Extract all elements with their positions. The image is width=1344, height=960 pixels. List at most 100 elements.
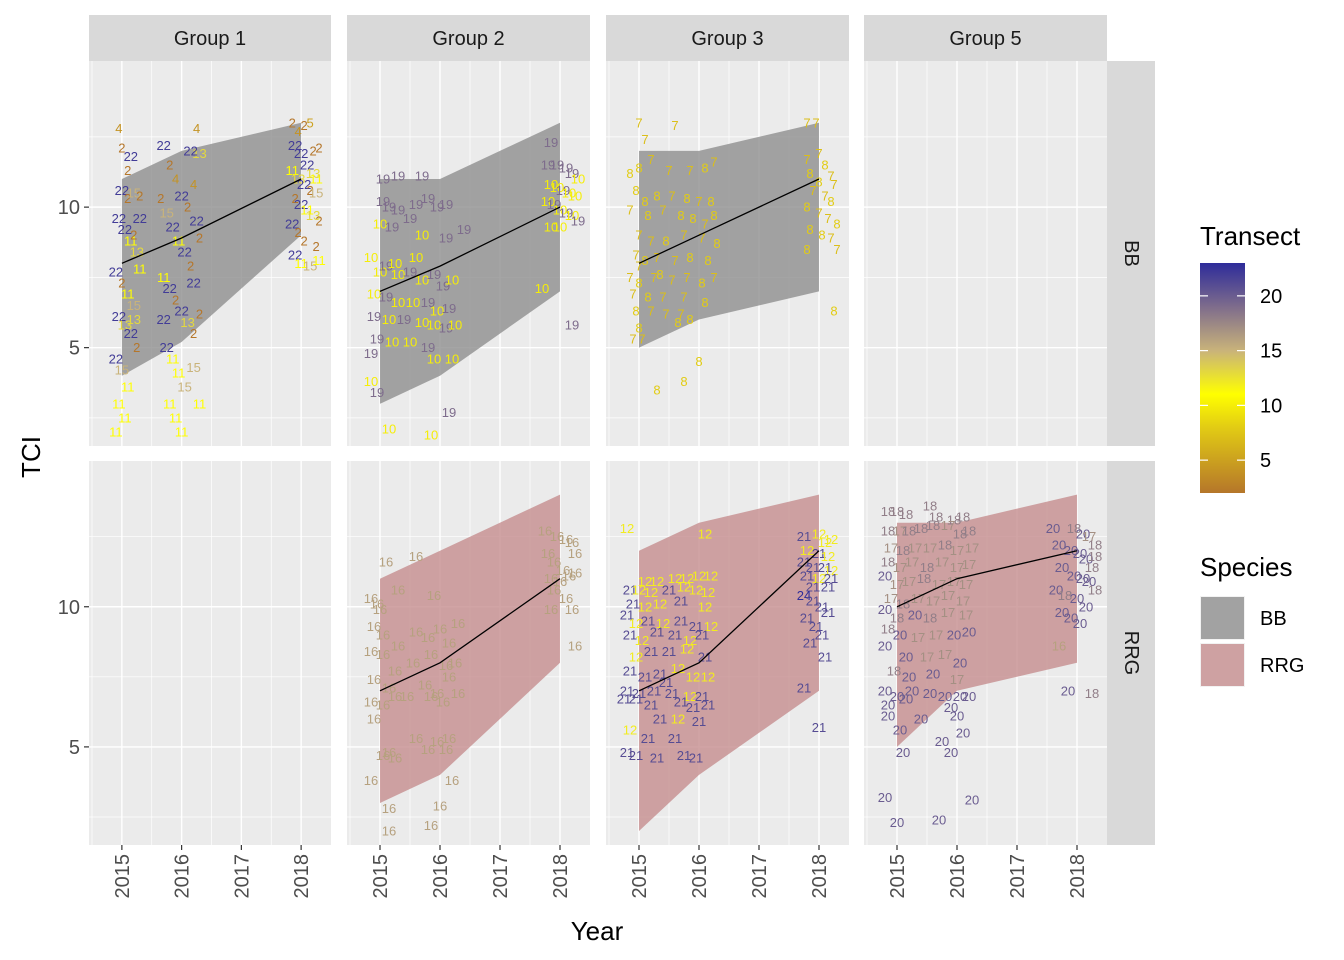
point-label: 10: [427, 351, 441, 366]
point-label: 19: [370, 332, 384, 347]
point-label: 16: [382, 801, 396, 816]
point-label: 10: [364, 374, 378, 389]
point-label: 2: [315, 214, 322, 229]
point-label: 7: [641, 132, 648, 147]
point-label: 7: [647, 233, 654, 248]
point-label: 17: [932, 577, 946, 592]
point-label: 8: [689, 211, 696, 226]
point-label: 2: [136, 188, 143, 203]
point-label: 16: [364, 591, 378, 606]
point-label: 2: [184, 200, 191, 215]
point-label: 18: [896, 543, 910, 558]
point-label: 4: [193, 121, 200, 136]
point-label: 7: [710, 270, 717, 285]
panel-bb-group-5: [864, 61, 1107, 446]
point-label: 10: [430, 304, 444, 319]
point-label: 20: [953, 655, 967, 670]
point-label: 20: [1070, 591, 1084, 606]
point-label: 21: [623, 582, 637, 597]
point-label: 12: [821, 549, 835, 564]
point-label: 22: [162, 281, 176, 296]
point-label: 18: [881, 554, 895, 569]
point-label: 16: [562, 568, 576, 583]
point-label: 8: [686, 250, 693, 265]
point-label: 20: [914, 711, 928, 726]
point-label: 12: [644, 585, 658, 600]
point-label: 16: [442, 731, 456, 746]
point-label: 17: [959, 577, 973, 592]
point-label: 19: [391, 169, 405, 184]
fill-legend-keys: BB RRG: [1200, 596, 1304, 687]
point-label: 17: [893, 524, 907, 539]
fit-line: [638, 550, 820, 692]
point-label: 10: [445, 351, 459, 366]
point-label: 7: [665, 163, 672, 178]
point-label: 8: [806, 166, 813, 181]
color-legend-title: Transect: [1200, 221, 1301, 251]
point-label: 18: [1088, 549, 1102, 564]
point-label: 15: [115, 363, 129, 378]
point-label: 8: [803, 200, 810, 215]
point-label: 21: [797, 681, 811, 696]
point-label: 22: [174, 304, 188, 319]
point-label: 2: [291, 191, 298, 206]
point-label: 12: [686, 669, 700, 684]
point-label: 20: [926, 667, 940, 682]
point-label: 15: [127, 186, 141, 201]
point-label: 20: [965, 793, 979, 808]
point-label: 17: [908, 540, 922, 555]
point-label: 21: [818, 650, 832, 665]
point-label: 21: [701, 697, 715, 712]
point-label: 20: [878, 790, 892, 805]
point-label: 18: [881, 622, 895, 637]
point-label: 13: [127, 312, 141, 327]
point-label: 7: [653, 250, 660, 265]
point-label: 7: [659, 290, 666, 305]
point-label: 12: [668, 571, 682, 586]
point-label: 21: [797, 554, 811, 569]
point-label: 12: [824, 563, 838, 578]
point-label: 16: [418, 678, 432, 693]
point-label: 19: [544, 135, 558, 150]
point-label: 12: [698, 599, 712, 614]
point-label: 20: [1079, 599, 1093, 614]
point-label: 20: [878, 683, 892, 698]
point-label: 5: [306, 115, 313, 130]
point-label: 10: [550, 180, 564, 195]
strip-group-2: Group 2: [347, 15, 590, 61]
point-label: 11: [157, 270, 171, 285]
point-label: 22: [294, 146, 308, 161]
confidence-ribbon-bb: [380, 122, 560, 404]
point-label: 19: [415, 169, 429, 184]
point-label: 12: [698, 526, 712, 541]
point-label: 17: [950, 672, 964, 687]
point-label: 18: [956, 510, 970, 525]
point-label: 20: [1073, 546, 1087, 561]
point-label: 2: [124, 163, 131, 178]
point-label: 11: [166, 351, 180, 366]
point-label: 20: [893, 627, 907, 642]
point-label: 18: [953, 526, 967, 541]
confidence-ribbon-rrg: [639, 494, 819, 831]
point-label: 21: [620, 683, 634, 698]
point-label: 16: [445, 773, 459, 788]
point-label: 22: [133, 211, 147, 226]
point-label: 11: [109, 424, 123, 439]
point-label: 10: [382, 312, 396, 327]
point-label: 19: [559, 205, 573, 220]
point-label: 19: [379, 259, 393, 274]
point-label: 18: [881, 524, 895, 539]
strip-label: Group 3: [691, 28, 763, 50]
point-label: 16: [553, 574, 567, 589]
point-label: 10: [424, 427, 438, 442]
x-tick-label: 2015: [629, 854, 651, 899]
point-label: 17: [941, 605, 955, 620]
point-label: 20: [899, 650, 913, 665]
point-label: 21: [665, 686, 679, 701]
strip-label: Group 1: [174, 28, 246, 50]
point-label: 20: [1064, 543, 1078, 558]
legend-key-rrg: [1201, 644, 1244, 686]
point-label: 19: [403, 211, 417, 226]
point-label: 2: [294, 225, 301, 240]
point-label: 12: [653, 596, 667, 611]
